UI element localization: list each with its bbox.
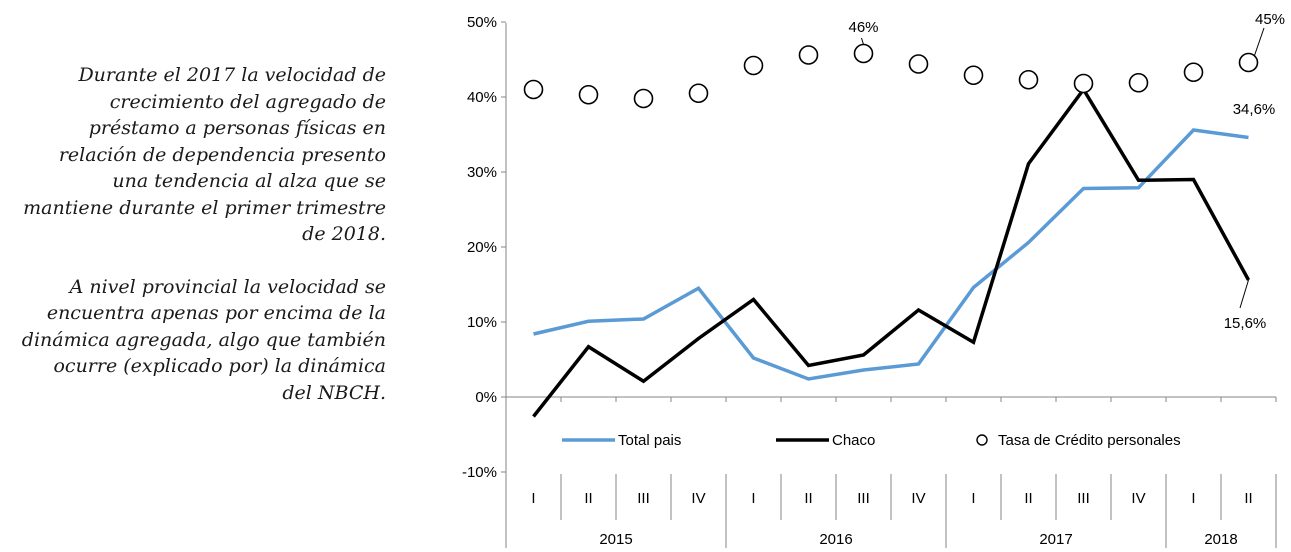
annotation-leader	[1239, 279, 1249, 309]
quarter-label: III	[857, 490, 870, 507]
y-tick-label: 10%	[467, 314, 497, 331]
year-label: 2017	[1039, 531, 1072, 548]
legend-label: Total pais	[618, 432, 681, 449]
y-tick-label: 0%	[475, 389, 497, 406]
quarter-label: I	[531, 490, 535, 507]
line-chart: -10%0%10%20%30%40%50% I II III IV I II III IV I I…	[462, 11, 1285, 548]
quarter-label: III	[1077, 490, 1090, 507]
quarter-label: II	[1024, 490, 1032, 507]
series-marker-tasa-de-cr-dito-personales	[1018, 69, 1039, 90]
commentary-panel: Durante el 2017 la velocidad de crecimie…	[20, 62, 386, 432]
annotation-leader	[1254, 27, 1265, 56]
quarter-label: I	[751, 490, 755, 507]
series-line-chaco	[532, 86, 1251, 418]
annotation-layer: 46% 45% 34,6% 15,6%	[848, 11, 1285, 332]
annotation-label: 46%	[848, 19, 878, 36]
series-marker-tasa-de-cr-dito-personales	[578, 84, 599, 105]
annotation-leader	[861, 37, 864, 45]
year-label: 2016	[819, 531, 852, 548]
series-marker-tasa-de-cr-dito-personales	[798, 45, 819, 65]
legend-label: Chaco	[832, 432, 875, 449]
series-marker-tasa-de-cr-dito-personales	[853, 43, 874, 64]
x-axis-ticks	[505, 397, 1277, 402]
quarter-label: I	[971, 490, 975, 507]
series-marker-tasa-de-cr-dito-personales	[1183, 62, 1204, 83]
series-marker-tasa-de-cr-dito-personales	[1128, 72, 1149, 93]
quarter-label: II	[1244, 490, 1252, 507]
quarter-label: II	[804, 490, 812, 507]
quarter-label: I	[1191, 490, 1195, 507]
quarter-label: III	[637, 490, 650, 507]
annotation-label: 34,6%	[1233, 101, 1276, 118]
annotation-label: 45%	[1255, 11, 1285, 28]
quarter-label: IV	[911, 490, 925, 507]
series-marker-tasa-de-cr-dito-personales	[743, 55, 764, 76]
y-tick-label: 40%	[467, 89, 497, 106]
year-label: 2018	[1204, 531, 1237, 548]
legend: Total pais Chaco Tasa de Crédito personale…	[562, 432, 1181, 449]
series-marker-tasa-de-cr-dito-personales	[1238, 52, 1259, 73]
year-label: 2015	[599, 531, 632, 548]
legend-label: Tasa de Crédito personales	[998, 432, 1181, 449]
series-line-total-pais	[533, 128, 1249, 381]
y-tick-label: 20%	[467, 239, 497, 256]
commentary-paragraph-2: A nivel provincial la velocidad se encue…	[21, 275, 386, 404]
y-tick-label: 30%	[467, 164, 497, 181]
quarter-label: IV	[691, 490, 705, 507]
commentary-paragraph-1: Durante el 2017 la velocidad de crecimie…	[23, 64, 386, 245]
legend-swatch-tasa	[976, 434, 988, 446]
series-marker-tasa-de-cr-dito-personales	[688, 83, 709, 104]
annotation-label: 15,6%	[1224, 315, 1267, 332]
y-tick-label: -10%	[462, 464, 497, 481]
quarter-label: II	[584, 490, 592, 507]
series-layer	[523, 43, 1259, 418]
series-marker-tasa-de-cr-dito-personales	[523, 79, 544, 100]
series-marker-tasa-de-cr-dito-personales	[1073, 73, 1094, 94]
series-marker-tasa-de-cr-dito-personales	[908, 54, 929, 74]
quarter-label: IV	[1131, 490, 1145, 507]
y-axis-ticks: -10% 0% 10% 20% 30% 40% 50%	[462, 14, 506, 481]
series-marker-tasa-de-cr-dito-personales	[963, 65, 984, 86]
series-marker-tasa-de-cr-dito-personales	[633, 88, 654, 109]
y-tick-label: 50%	[467, 14, 497, 31]
